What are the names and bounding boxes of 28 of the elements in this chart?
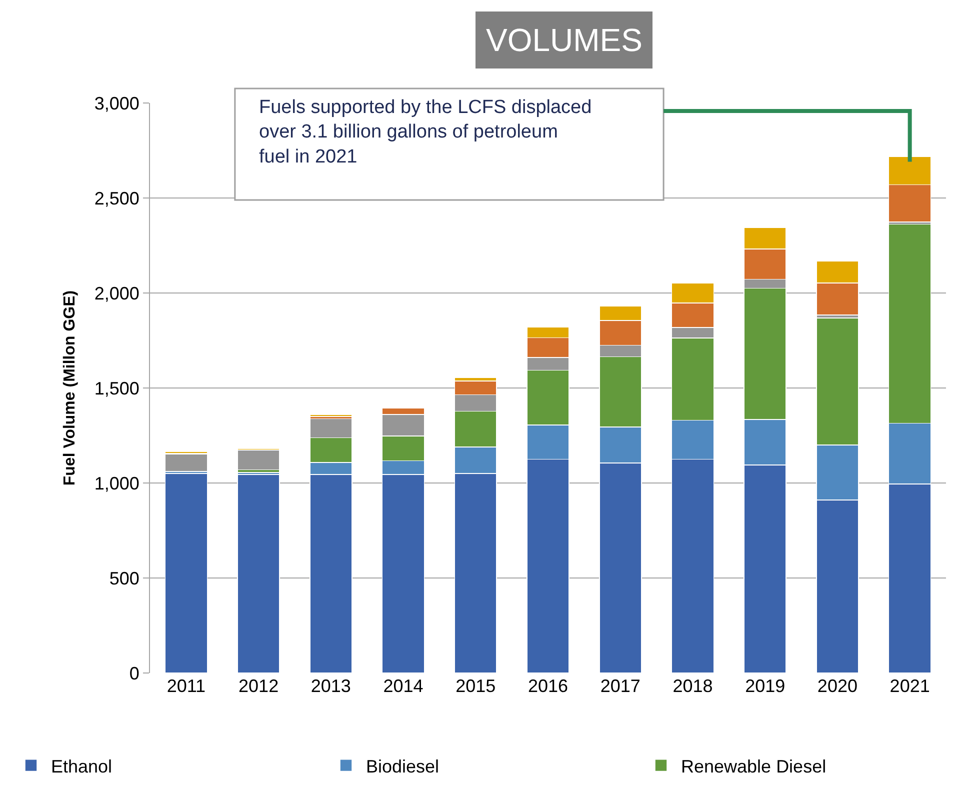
- y-tick-label: 0: [129, 663, 140, 684]
- legend-label: Renewable Diesel: [681, 756, 826, 776]
- chart-title: VOLUMES: [486, 22, 642, 58]
- x-tick-label: 2011: [166, 676, 206, 696]
- bar: [237, 450, 280, 470]
- x-tick-label: 2013: [310, 676, 351, 696]
- x-tick-label: 2016: [528, 676, 568, 696]
- x-tick-label: 2018: [672, 676, 713, 696]
- y-tick-label: 1,500: [94, 378, 140, 398]
- x-tick-label: 2015: [456, 676, 496, 696]
- bar: [164, 454, 208, 472]
- x-tick-label: 2019: [745, 676, 786, 696]
- x-tick-label: 2017: [600, 676, 640, 696]
- x-tick-label: 2014: [383, 676, 424, 696]
- legend-label: Biodiesel: [366, 756, 440, 776]
- y-tick-label: 1,000: [94, 473, 140, 494]
- x-tick-label: 2020: [817, 676, 858, 696]
- y-tick-label: 2,500: [94, 188, 140, 208]
- legend-label: Ethanol: [51, 756, 112, 776]
- y-axis-title: Fuel Volume (Millon GGE): [61, 290, 78, 486]
- y-tick-label: 500: [109, 568, 140, 588]
- annotation: Fuels supported by the LCFS displaced over 3.1 billion gallons of petroleum fuel in 2021: [259, 97, 592, 168]
- x-tick-label: 2012: [238, 676, 279, 696]
- y-tick-label: 3,000: [94, 93, 140, 114]
- y-tick-label: 2,000: [94, 283, 140, 304]
- bar: [237, 474, 280, 673]
- bar: [164, 473, 208, 673]
- x-tick-label: 2021: [890, 676, 930, 696]
